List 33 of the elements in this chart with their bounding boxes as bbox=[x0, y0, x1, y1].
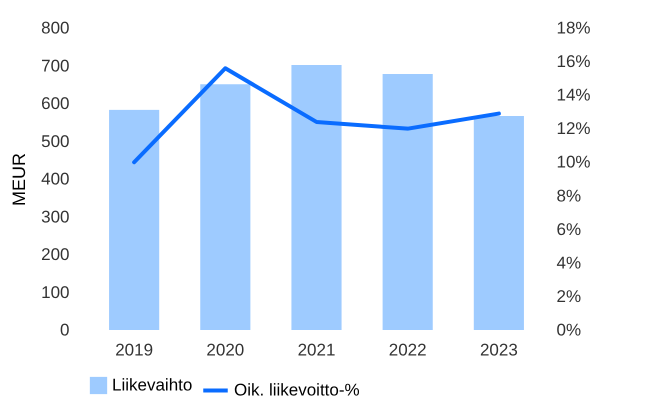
x-tick-label: 2021 bbox=[298, 340, 336, 360]
bar bbox=[291, 64, 342, 330]
bar bbox=[474, 116, 524, 330]
line-series bbox=[132, 66, 501, 164]
bar bbox=[109, 110, 160, 330]
y-tick-label: 800 bbox=[41, 18, 70, 38]
y2-tick-label: 8% bbox=[556, 186, 582, 206]
x-tick-label: 2023 bbox=[480, 340, 518, 360]
bar bbox=[382, 74, 433, 330]
y2-tick-label: 6% bbox=[556, 220, 582, 239]
y2-tick-label: 18% bbox=[556, 18, 591, 38]
y-tick-label: 0 bbox=[60, 320, 70, 340]
y-tick-label: 600 bbox=[41, 94, 70, 113]
y-tick-label: 500 bbox=[41, 132, 70, 151]
legend-label: Oik. liikevoitto-% bbox=[234, 380, 360, 400]
y2-tick-label: 0% bbox=[556, 320, 582, 340]
y-tick-label: 200 bbox=[41, 245, 70, 264]
y2-tick-label: 16% bbox=[556, 52, 591, 72]
y2-tick-label: 10% bbox=[556, 152, 591, 172]
legend-label: Liikevaihto bbox=[112, 376, 192, 394]
bar bbox=[200, 84, 250, 330]
y2-tick-label: 4% bbox=[556, 253, 582, 272]
x-tick-label: 2020 bbox=[206, 340, 244, 360]
y2-tick-label: 2% bbox=[556, 286, 582, 306]
y2-tick-label: 12% bbox=[556, 119, 591, 138]
y-tick-label: 100 bbox=[41, 282, 70, 302]
y-tick-label: 700 bbox=[41, 56, 70, 76]
x-tick-label: 2019 bbox=[115, 340, 154, 360]
x-tick-label: 2022 bbox=[388, 340, 427, 360]
y-tick-label: 300 bbox=[41, 207, 70, 226]
y-tick-label: 400 bbox=[41, 170, 70, 188]
y2-tick-label: 14% bbox=[556, 86, 591, 105]
y-axis-title: MEUR bbox=[9, 153, 30, 206]
